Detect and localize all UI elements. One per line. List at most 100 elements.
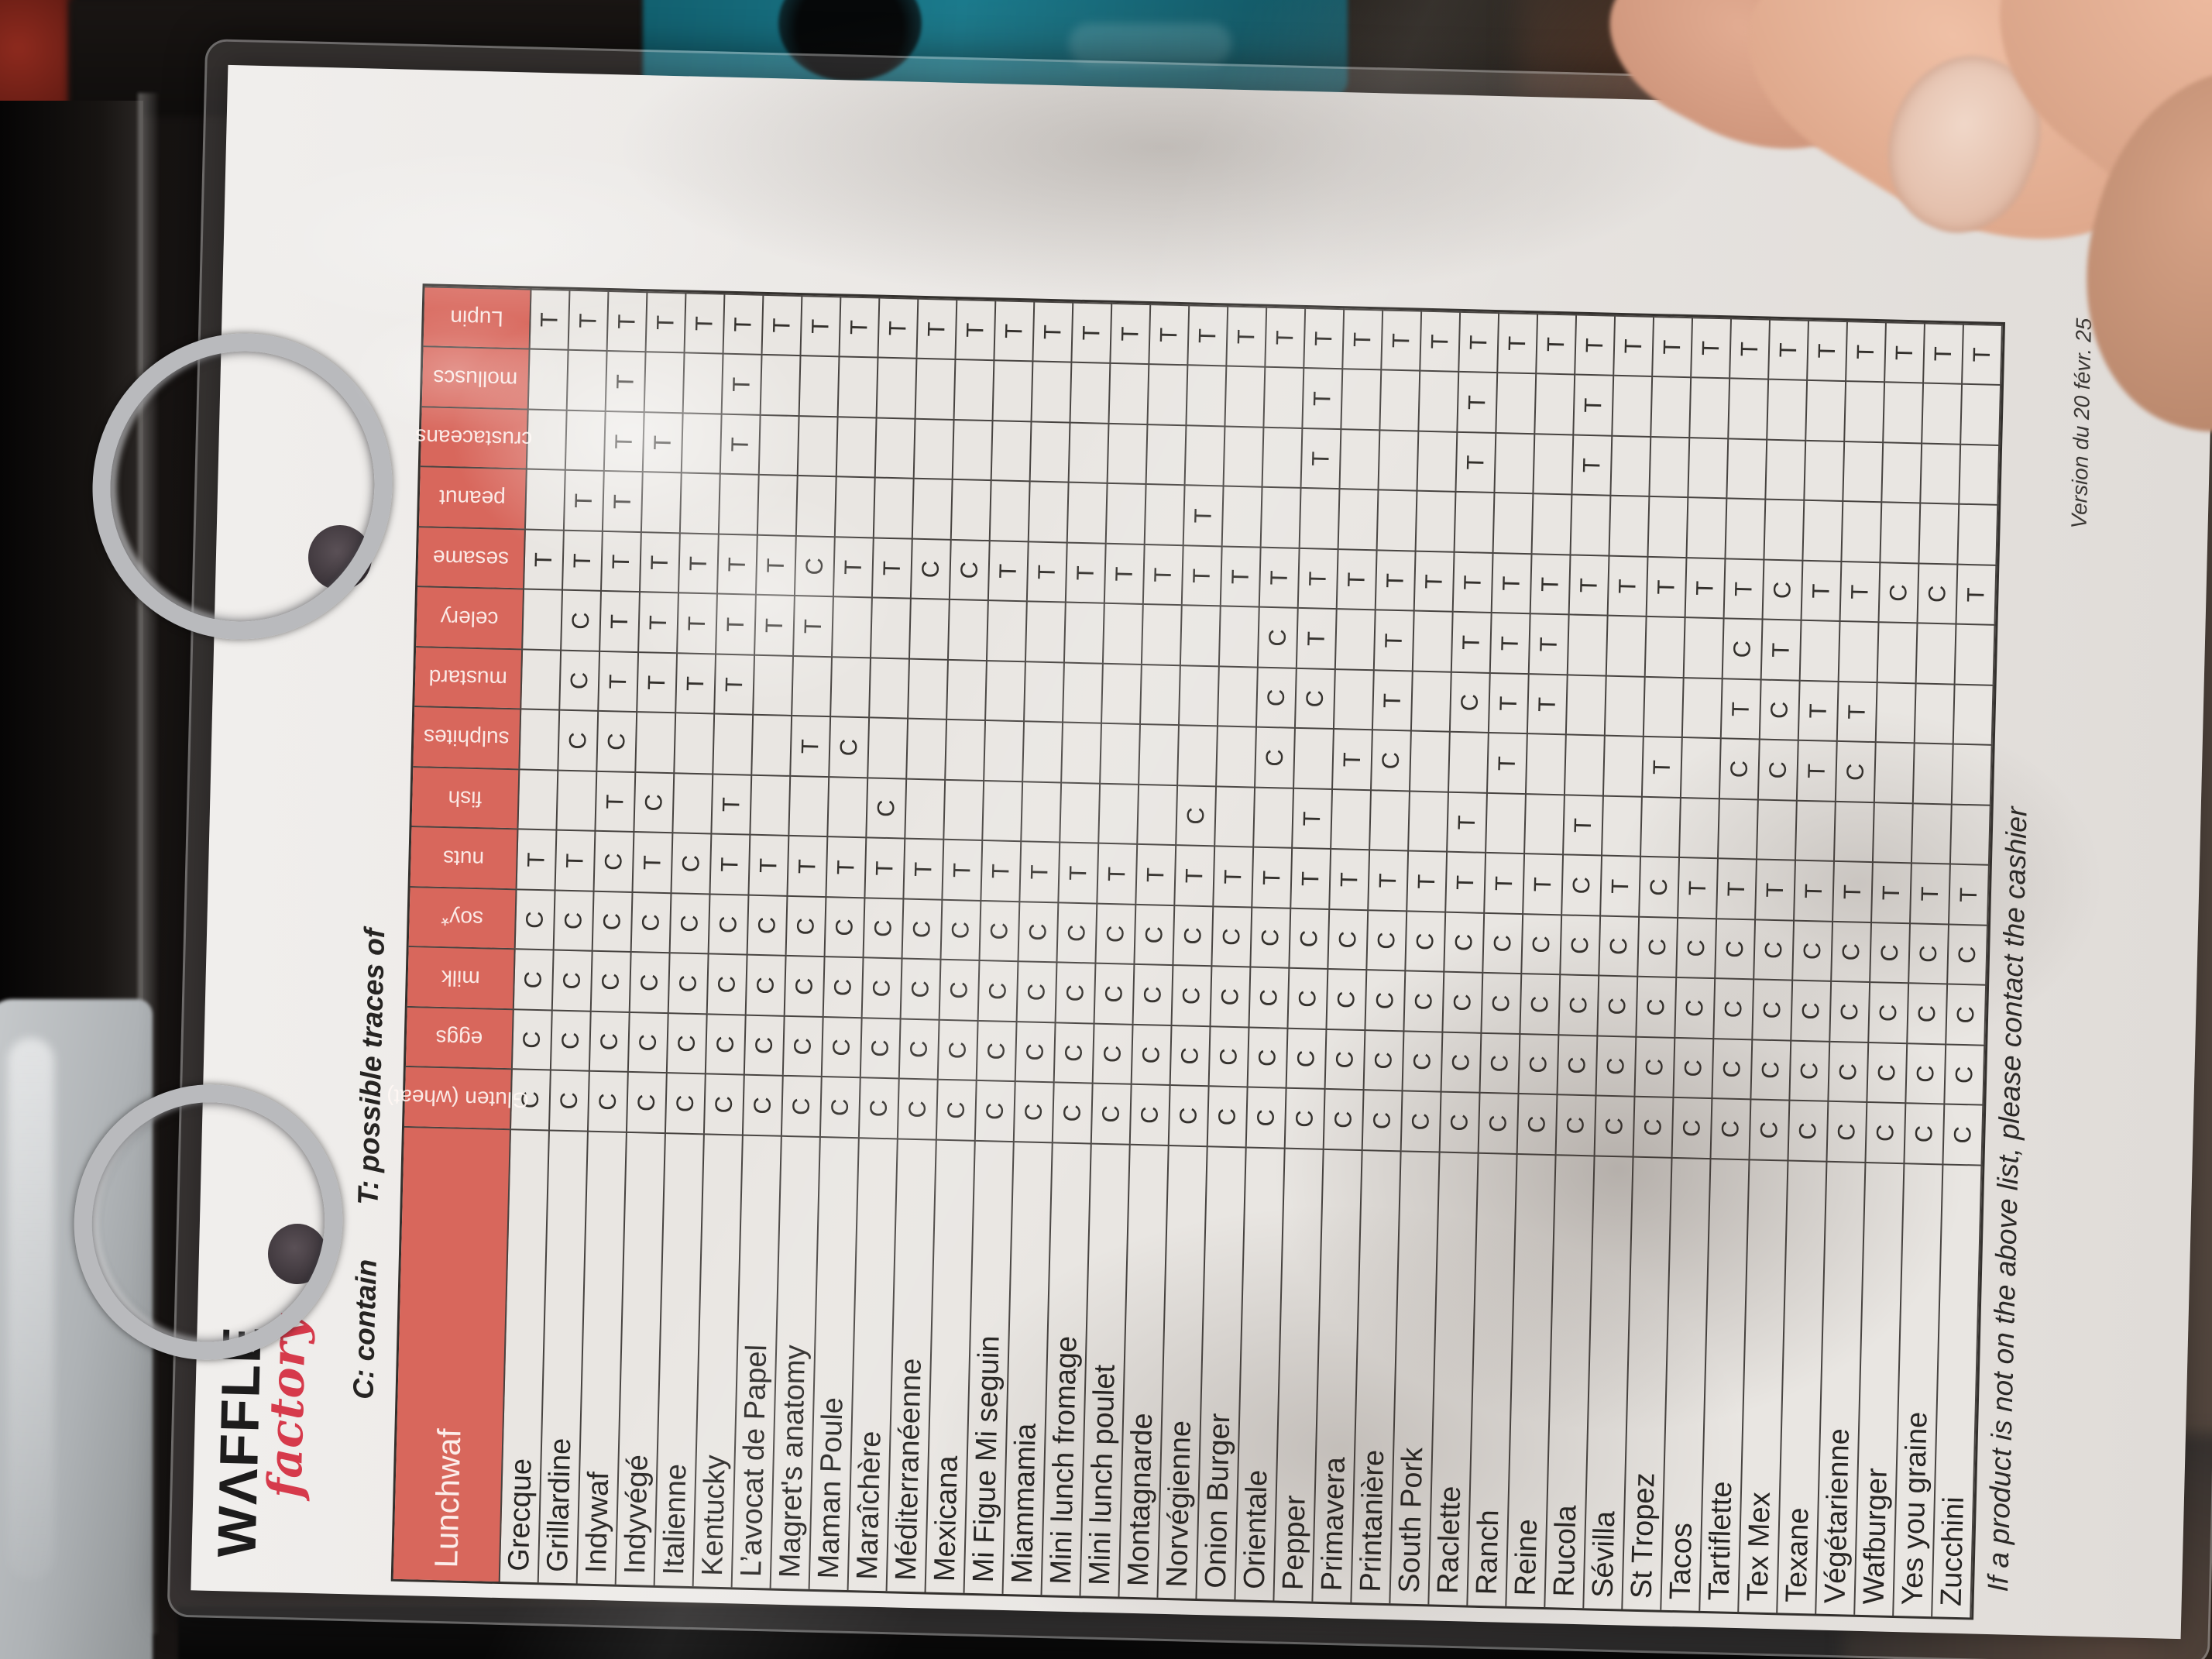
value-cell: T	[715, 653, 756, 715]
value-cell	[1680, 797, 1720, 858]
allergen-header: sesame	[417, 526, 526, 589]
allergen-label: soy*	[441, 905, 484, 932]
value-cell	[1571, 493, 1612, 555]
value-cell: T	[755, 594, 795, 655]
value-cell	[1416, 490, 1457, 551]
value-cell	[907, 718, 948, 779]
value-cell	[874, 476, 915, 538]
value-cell: C	[707, 953, 748, 1015]
allergen-label: fish	[448, 785, 483, 811]
value-cell	[1681, 737, 1722, 799]
value-cell: C	[1758, 738, 1799, 800]
value-cell	[1025, 661, 1065, 723]
value-cell: C	[1836, 740, 1877, 802]
value-cell: C	[1879, 562, 1920, 623]
value-cell: C	[860, 1017, 902, 1078]
document-sheet[interactable]: WΛFFLE factory C: containT: possible tra…	[191, 64, 2212, 1640]
value-cell: T	[633, 831, 674, 893]
allergen-label: milk	[441, 966, 480, 991]
value-cell	[719, 473, 760, 534]
value-cell	[683, 352, 724, 414]
value-cell: T	[1382, 309, 1423, 371]
value-cell	[1215, 785, 1256, 847]
value-cell: C	[1753, 978, 1794, 1040]
value-cell: C	[706, 1013, 747, 1075]
value-cell	[1651, 376, 1692, 438]
value-cell: T	[1527, 673, 1568, 734]
value-cell: C	[1599, 915, 1640, 977]
allergen-header: sulphites	[413, 706, 522, 769]
value-cell: C	[950, 538, 991, 600]
value-cell: T	[1840, 561, 1881, 622]
value-cell	[1874, 741, 1915, 803]
value-cell	[636, 711, 677, 773]
value-cell	[565, 409, 606, 471]
value-cell: C	[1483, 912, 1524, 974]
value-cell: T	[1097, 843, 1139, 904]
value-cell	[1023, 720, 1064, 782]
value-cell	[757, 474, 799, 536]
value-cell: T	[1372, 669, 1413, 730]
value-cell: T	[1252, 847, 1293, 908]
value-cell	[792, 654, 833, 716]
value-cell: T	[1330, 848, 1371, 910]
value-cell: T	[1949, 864, 1990, 925]
value-cell	[944, 778, 985, 840]
value-cell: T	[607, 290, 648, 352]
value-cell	[1106, 483, 1147, 544]
value-cell: T	[1872, 861, 1912, 923]
value-cell: T	[1458, 371, 1499, 433]
value-cell: C	[1716, 918, 1757, 979]
value-cell: T	[1376, 549, 1417, 611]
value-cell: C	[1750, 1098, 1791, 1160]
value-cell	[1688, 437, 1729, 498]
value-cell	[1178, 724, 1218, 786]
value-cell: C	[1053, 1081, 1094, 1143]
value-cell: C	[1014, 1080, 1055, 1142]
value-cell	[1534, 433, 1575, 494]
value-cell	[1180, 665, 1220, 726]
value-cell: C	[1559, 974, 1600, 1036]
value-cell	[1219, 605, 1260, 667]
value-cell	[1921, 442, 1962, 504]
value-cell: C	[634, 771, 675, 833]
value-cell: C	[1598, 975, 1639, 1036]
value-cell: T	[1333, 728, 1373, 790]
value-cell	[520, 708, 561, 770]
value-cell: T	[826, 836, 867, 898]
value-cell	[1641, 795, 1681, 857]
value-cell	[644, 351, 685, 413]
value-cell	[1338, 488, 1379, 550]
value-cell: C	[1169, 1084, 1210, 1146]
value-cell: T	[794, 595, 834, 657]
value-cell: T	[1537, 313, 1578, 375]
value-cell	[1380, 369, 1421, 431]
value-cell	[1881, 501, 1922, 563]
value-cell: T	[1608, 555, 1649, 617]
value-cell: C	[1362, 1089, 1403, 1151]
value-cell: T	[1653, 315, 1694, 377]
value-cell: T	[988, 540, 1029, 601]
allergen-label: peanut	[438, 485, 507, 512]
value-cell	[1609, 495, 1650, 556]
value-cell: T	[1059, 841, 1100, 903]
value-cell: C	[902, 898, 943, 960]
value-cell	[1795, 799, 1836, 861]
value-cell: C	[1832, 920, 1873, 982]
value-cell: T	[568, 289, 610, 351]
value-cell: T	[1027, 541, 1068, 603]
allergen-header: Gluten (wheat)	[386, 1066, 529, 1129]
value-cell	[1915, 682, 1956, 744]
value-cell	[1684, 617, 1725, 678]
value-cell	[1029, 480, 1070, 542]
value-cell: T	[564, 469, 605, 531]
value-cell: T	[1420, 310, 1462, 372]
value-cell: C	[549, 1069, 590, 1131]
value-cell: C	[668, 952, 709, 1014]
allergen-header: mustard	[414, 646, 524, 709]
value-cell	[799, 355, 840, 417]
value-cell	[641, 471, 682, 533]
value-cell	[1217, 725, 1257, 787]
value-cell: T	[1575, 314, 1616, 376]
